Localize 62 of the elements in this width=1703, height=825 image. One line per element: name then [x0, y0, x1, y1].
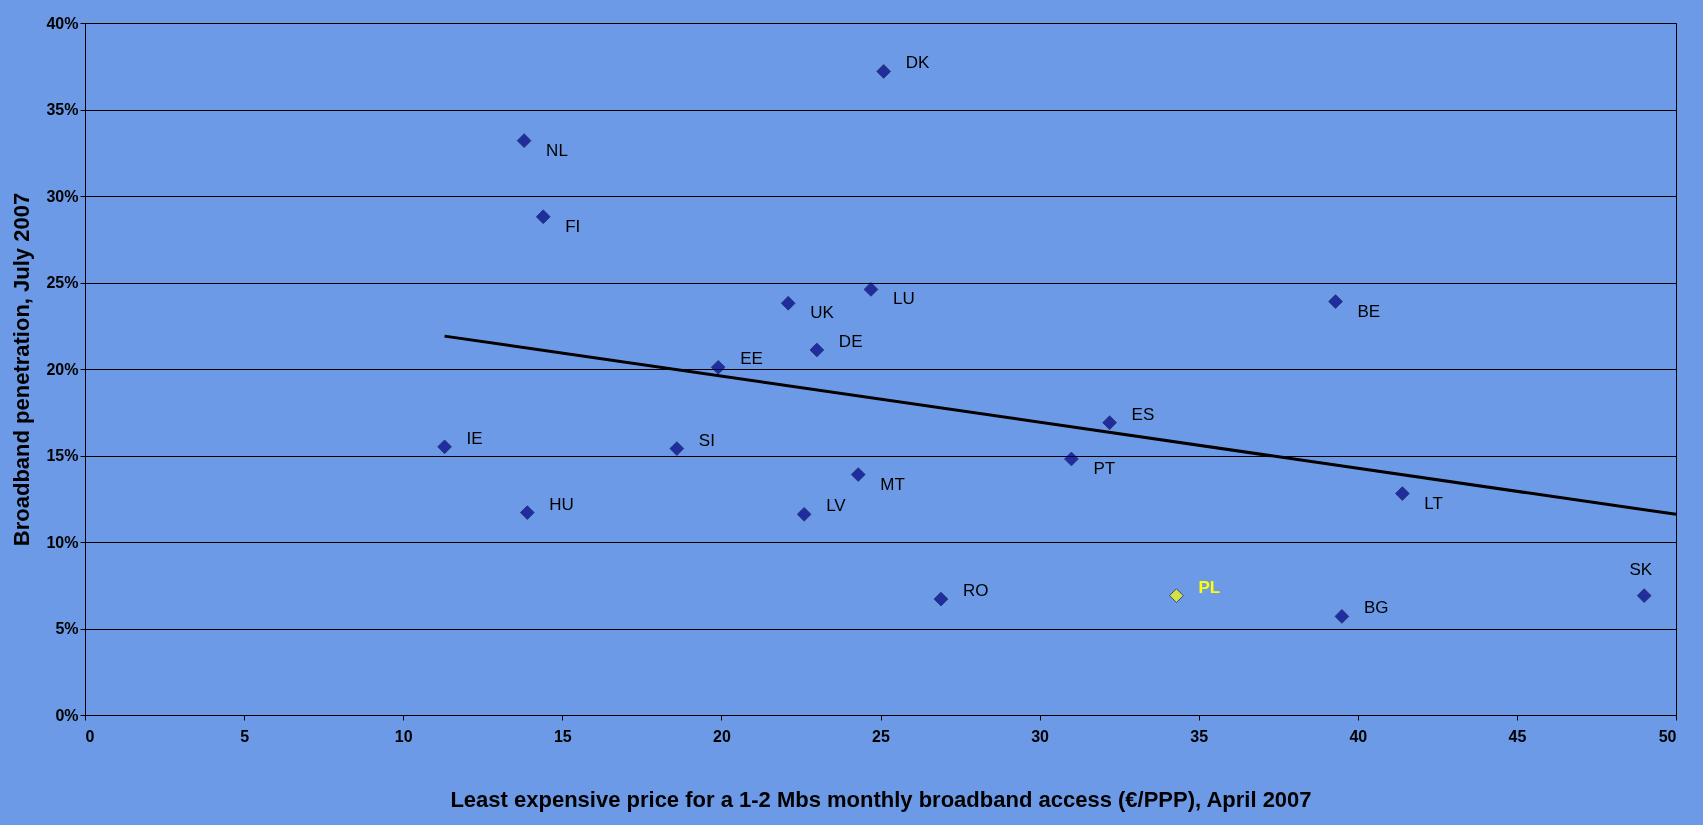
annotation: PT: [1093, 458, 1116, 478]
x-tick-label: 5: [240, 727, 250, 745]
annotation: LV: [826, 496, 847, 516]
annotation: LU: [892, 289, 915, 309]
point: [516, 133, 532, 148]
point: [933, 591, 949, 607]
y-tick-label: 10%: [46, 533, 79, 551]
y-axis-title: Broadband penetration, July 2007: [9, 192, 35, 547]
x-tick-label: 10: [394, 727, 413, 745]
x-tick-label: 30: [1031, 727, 1050, 745]
annotation: IE: [466, 428, 483, 448]
y-tick-label: 40%: [46, 14, 79, 32]
x-tick-label: 50: [1658, 727, 1677, 745]
point: [796, 507, 812, 522]
point: [520, 505, 535, 520]
x-tick-label: 45: [1508, 727, 1527, 745]
annotation: SI: [698, 430, 715, 450]
point: [850, 467, 866, 482]
y-tick-label: 25%: [46, 274, 79, 291]
point: [1064, 451, 1079, 467]
x-axis-title: Least expensive price for a 1-2 Mbs monthly broadband access (€/PPP), April 2007: [450, 786, 1312, 812]
point: [437, 439, 452, 455]
annotation: HU: [549, 494, 574, 514]
x-tick-label: 25: [872, 727, 890, 745]
point: [1102, 415, 1117, 430]
point: [535, 209, 551, 225]
annotation: DE: [838, 331, 863, 351]
y-tick-label: 0%: [55, 706, 79, 724]
x-tick-label: 20: [713, 727, 731, 745]
y-tick-label: 30%: [46, 187, 79, 205]
y-tick-label: 15%: [46, 447, 79, 464]
point: [1334, 609, 1350, 624]
annotation: BE: [1357, 301, 1381, 321]
point: [876, 64, 891, 79]
point: [1169, 588, 1184, 603]
y-tick-label: 20%: [46, 360, 79, 378]
point: [710, 359, 726, 375]
annotation: FI: [565, 216, 581, 236]
annotation: DK: [905, 53, 930, 73]
annotation: UK: [810, 303, 835, 323]
y-tick-label: 5%: [55, 620, 79, 637]
x-tick-label: 40: [1349, 727, 1368, 745]
annotation: LT: [1424, 493, 1443, 513]
annotation: EE: [740, 349, 763, 369]
annotation: NL: [546, 140, 568, 160]
x-tick-label: 0: [85, 727, 95, 745]
point: [809, 342, 825, 358]
x-tick-label: 35: [1190, 727, 1209, 745]
annotation: ES: [1131, 404, 1155, 424]
annotation: SK: [1629, 559, 1653, 579]
y-tick-label: 35%: [46, 101, 79, 118]
point: [1328, 294, 1343, 309]
annotation: MT: [880, 474, 905, 494]
point: [1395, 486, 1410, 501]
point: [669, 441, 685, 456]
point: [780, 295, 796, 311]
point: [1636, 588, 1652, 603]
x-tick-label: 15: [553, 727, 572, 745]
annotation: RO: [962, 581, 989, 601]
annotation: PL: [1198, 577, 1221, 597]
annotation: BG: [1363, 598, 1389, 618]
point: [863, 282, 879, 297]
